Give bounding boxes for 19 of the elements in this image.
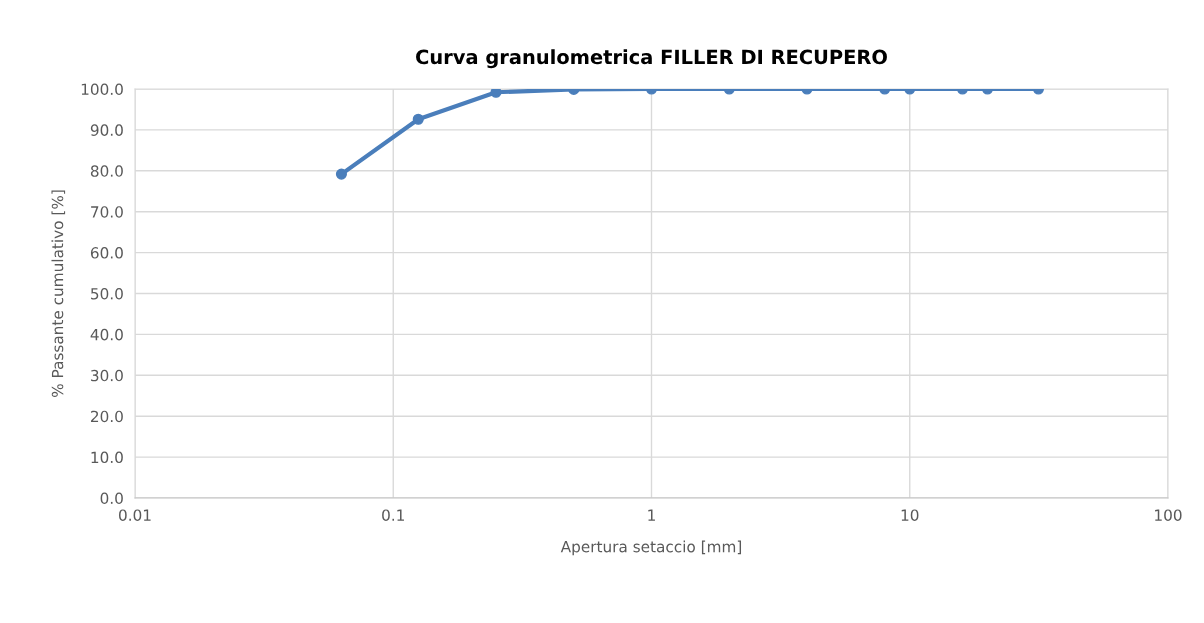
y-tick-label: 90.0 — [90, 124, 123, 136]
y-tick-label: 70.0 — [91, 206, 123, 218]
y-axis-title: % Passante cumulativo [%] — [51, 190, 66, 397]
y-tick-label: 60.0 — [90, 247, 123, 259]
x-tick-label: 1 — [648, 509, 655, 521]
x-axis-title: Apertura setaccio [mm] — [560, 540, 742, 556]
chart-title: Curva granulometrica FILLER DI RECUPERO — [416, 49, 887, 69]
y-tick-label: 80.0 — [90, 165, 123, 177]
y-tick-label: 50.0 — [91, 287, 123, 300]
x-tick-label: 10 — [901, 509, 919, 521]
y-tick-label: 20.0 — [90, 410, 123, 423]
y-tick-label: 10.0 — [91, 451, 123, 464]
y-tick-label: 0.0 — [100, 492, 123, 505]
x-tick-label: 100 — [1155, 509, 1182, 521]
x-tick-label: 0.1 — [382, 509, 404, 521]
y-tick-label: 40.0 — [90, 328, 123, 341]
y-tick-label: 100.0 — [81, 83, 123, 96]
x-tick-label: 0.01 — [119, 509, 151, 521]
y-tick-label: 30.0 — [91, 369, 123, 382]
